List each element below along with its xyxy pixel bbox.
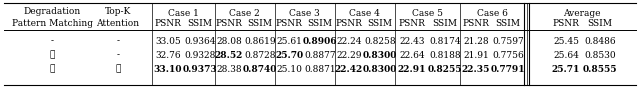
Text: 0.8619: 0.8619 [244,37,276,45]
Text: 22.43: 22.43 [399,37,425,45]
Text: 0.8300: 0.8300 [363,65,397,73]
Text: 33.05: 33.05 [155,37,181,45]
Text: 0.8486: 0.8486 [584,37,616,45]
Text: Case 5: Case 5 [412,10,442,18]
Text: Case 4: Case 4 [349,10,380,18]
Text: 0.8740: 0.8740 [243,65,277,73]
Text: 22.35: 22.35 [462,65,490,73]
Text: 25.64: 25.64 [553,51,579,59]
Text: 0.8300: 0.8300 [363,51,397,59]
Text: 0.8255: 0.8255 [428,65,462,73]
Text: Attention: Attention [97,18,140,27]
Text: 0.8871: 0.8871 [304,65,336,73]
Text: SSIM: SSIM [433,20,458,29]
Text: 21.28: 21.28 [463,37,489,45]
Text: 25.70: 25.70 [275,51,303,59]
Text: 25.61: 25.61 [276,37,302,45]
Text: Average: Average [563,10,601,18]
Text: 25.71: 25.71 [552,65,580,73]
Text: 0.7597: 0.7597 [492,37,524,45]
Text: 0.8906: 0.8906 [303,37,337,45]
Text: ✓: ✓ [49,65,54,73]
Text: 22.29: 22.29 [336,51,362,59]
Text: PSNR: PSNR [216,20,243,29]
Text: 25.45: 25.45 [553,37,579,45]
Text: 0.9328: 0.9328 [184,51,216,59]
Text: 0.9364: 0.9364 [184,37,216,45]
Text: 21.91: 21.91 [463,51,489,59]
Text: 22.24: 22.24 [336,37,362,45]
Text: SSIM: SSIM [495,20,520,29]
Text: 0.7756: 0.7756 [492,51,524,59]
Text: Case 3: Case 3 [289,10,319,18]
Text: Case 6: Case 6 [477,10,508,18]
Text: Case 1: Case 1 [168,10,198,18]
Text: 0.8188: 0.8188 [429,51,461,59]
Text: 0.8877: 0.8877 [304,51,336,59]
Text: 28.08: 28.08 [216,37,242,45]
Text: ✓: ✓ [49,51,54,59]
Text: 22.91: 22.91 [397,65,426,73]
Text: 0.9373: 0.9373 [182,65,218,73]
Text: ✓: ✓ [115,65,121,73]
Text: 0.8530: 0.8530 [584,51,616,59]
Text: 28.52: 28.52 [215,51,243,59]
Text: SSIM: SSIM [188,20,212,29]
Text: 33.10: 33.10 [154,65,182,73]
Text: Pattern Matching: Pattern Matching [12,18,93,27]
Text: Top-K: Top-K [105,7,131,17]
Text: SSIM: SSIM [588,20,612,29]
Text: 25.10: 25.10 [276,65,302,73]
Text: PSNR: PSNR [399,20,426,29]
Text: 32.76: 32.76 [155,51,181,59]
Text: -: - [116,51,120,59]
Text: PSNR: PSNR [335,20,362,29]
Text: PSNR: PSNR [276,20,303,29]
Text: PSNR: PSNR [155,20,181,29]
Text: 28.38: 28.38 [216,65,242,73]
Text: 22.42: 22.42 [335,65,363,73]
Text: -: - [116,37,120,45]
Text: 0.8728: 0.8728 [244,51,276,59]
Text: Degradation: Degradation [24,7,81,17]
Text: SSIM: SSIM [367,20,392,29]
Text: Case 2: Case 2 [228,10,259,18]
Text: 0.8258: 0.8258 [364,37,396,45]
Text: -: - [51,37,54,45]
Text: 22.64: 22.64 [399,51,425,59]
Text: SSIM: SSIM [307,20,333,29]
Text: 0.7791: 0.7791 [491,65,525,73]
Text: PSNR: PSNR [463,20,490,29]
Text: PSNR: PSNR [552,20,579,29]
Text: 0.8174: 0.8174 [429,37,461,45]
Text: SSIM: SSIM [248,20,273,29]
Text: 0.8555: 0.8555 [583,65,617,73]
